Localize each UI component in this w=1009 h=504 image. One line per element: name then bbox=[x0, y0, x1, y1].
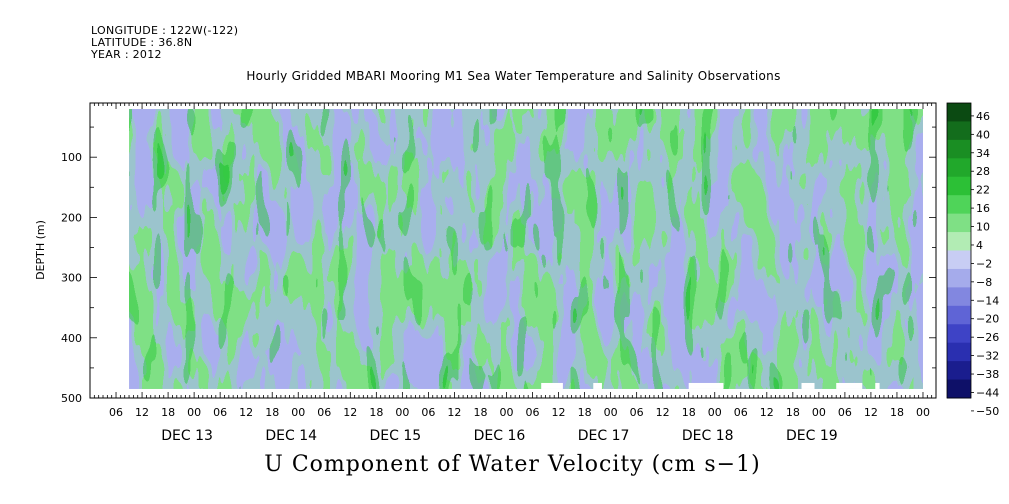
missing-data-gap bbox=[836, 382, 863, 389]
colorbar-swatch bbox=[947, 305, 971, 325]
x-tick-label: 12 bbox=[552, 406, 566, 419]
x-tick-label: 00 bbox=[499, 406, 513, 419]
colorbar-swatch bbox=[947, 158, 971, 178]
x-tick-label: 00 bbox=[604, 406, 618, 419]
colorbar: 46 40 34 28 22 16 10 4 −2 −8 −14 −20 −26 −32 −38 −44 −50 bbox=[946, 102, 999, 418]
x-tick-label: 18 bbox=[786, 406, 800, 419]
x-tick-label: 18 bbox=[473, 406, 487, 419]
x-tick-label: 12 bbox=[760, 406, 774, 419]
x-tick-label: 06 bbox=[421, 406, 435, 419]
x-tick-label: 00 bbox=[812, 406, 826, 419]
x-tick-label: 06 bbox=[213, 406, 227, 419]
x-tick-label: 06 bbox=[838, 406, 852, 419]
velocity-field bbox=[129, 109, 923, 389]
x-day-label: DEC 14 bbox=[265, 428, 317, 444]
colorbar-label: 34 bbox=[976, 147, 990, 160]
missing-data-gap bbox=[541, 382, 563, 389]
x-tick-label: 12 bbox=[239, 406, 253, 419]
x-tick-label: 12 bbox=[864, 406, 878, 419]
x-tick-label: 18 bbox=[369, 406, 383, 419]
colorbar-swatch bbox=[947, 195, 971, 215]
x-tick-label: 06 bbox=[630, 406, 644, 419]
colorbar-swatch bbox=[947, 342, 971, 362]
colorbar-label: 40 bbox=[976, 128, 990, 141]
x-tick-label: 18 bbox=[161, 406, 175, 419]
x-day-label: DEC 17 bbox=[578, 428, 630, 444]
x-tick-label: 18 bbox=[890, 406, 904, 419]
colorbar-swatch bbox=[947, 379, 971, 399]
colorbar-swatch bbox=[947, 121, 971, 141]
x-tick-label: 12 bbox=[447, 406, 461, 419]
x-tick-label: 12 bbox=[656, 406, 670, 419]
colorbar-swatch bbox=[947, 232, 971, 251]
x-tick-label: 18 bbox=[265, 406, 279, 419]
x-tick-label: 06 bbox=[526, 406, 540, 419]
x-tick-label: 06 bbox=[109, 406, 123, 419]
colorbar-swatch bbox=[947, 103, 971, 122]
colorbar-swatch bbox=[947, 213, 971, 233]
missing-data-gap bbox=[593, 382, 602, 389]
x-tick-label: 00 bbox=[708, 406, 722, 419]
colorbar-label: −32 bbox=[976, 350, 999, 363]
colorbar-label: −26 bbox=[976, 331, 999, 344]
x-tick-label: 18 bbox=[578, 406, 592, 419]
colorbar-swatch bbox=[947, 287, 971, 307]
colorbar-label: −44 bbox=[976, 386, 999, 399]
x-day-label: DEC 13 bbox=[161, 428, 213, 444]
x-tick-label: 18 bbox=[682, 406, 696, 419]
x-tick-label: 12 bbox=[135, 406, 149, 419]
colorbar-swatch bbox=[947, 250, 971, 270]
x-day-label: DEC 15 bbox=[370, 428, 422, 444]
colorbar-swatch bbox=[947, 268, 971, 288]
colorbar-swatch bbox=[947, 324, 971, 344]
x-tick-label: 06 bbox=[734, 406, 748, 419]
missing-data-gap bbox=[875, 382, 880, 389]
x-axis: 06 12 18 00 06 12 18 00 06 12 18 00 06 12 18 00 06 12 18 00… bbox=[89, 103, 937, 444]
colorbar-swatch bbox=[947, 361, 971, 381]
year-label: YEAR : 2012 bbox=[91, 48, 162, 61]
y-tick-label: 400 bbox=[61, 332, 82, 345]
x-tick-label: 00 bbox=[291, 406, 305, 419]
colorbar-frame bbox=[946, 102, 972, 399]
colorbar-swatch bbox=[947, 176, 971, 196]
missing-data-gap bbox=[801, 382, 815, 389]
y-tick-label: 200 bbox=[61, 211, 82, 224]
x-day-label: DEC 18 bbox=[682, 428, 734, 444]
y-axis-label: DEPTH (m) bbox=[34, 220, 47, 280]
colorbar-label: 22 bbox=[976, 184, 990, 197]
x-day-label: DEC 16 bbox=[474, 428, 526, 444]
x-day-label: DEC 19 bbox=[786, 428, 838, 444]
colorbar-swatch bbox=[947, 139, 971, 159]
chart-subtitle: U Component of Water Velocity (cm s−1) bbox=[264, 452, 761, 477]
velocity-field-strong-positive bbox=[129, 109, 923, 389]
x-tick-label: 00 bbox=[916, 406, 930, 419]
colorbar-label: 46 bbox=[976, 110, 990, 123]
colorbar-label: −20 bbox=[976, 313, 999, 326]
colorbar-label: −2 bbox=[976, 257, 992, 270]
y-axis: 100 200 300 400 500 bbox=[61, 126, 936, 405]
chart-title: Hourly Gridded MBARI Mooring M1 Sea Wate… bbox=[246, 69, 781, 83]
colorbar-label: 28 bbox=[976, 165, 990, 178]
y-tick-label: 500 bbox=[61, 392, 82, 405]
colorbar-label: −50 bbox=[976, 405, 999, 418]
x-tick-label: 06 bbox=[317, 406, 331, 419]
colorbar-label: 4 bbox=[976, 239, 983, 252]
colorbar-label: −38 bbox=[976, 368, 999, 381]
x-tick-label: 00 bbox=[187, 406, 201, 419]
colorbar-label: 10 bbox=[976, 221, 990, 234]
colorbar-label: −14 bbox=[976, 294, 999, 307]
y-tick-label: 100 bbox=[61, 151, 82, 164]
colorbar-label: −8 bbox=[976, 276, 992, 289]
colorbar-label: 16 bbox=[976, 202, 990, 215]
x-tick-label: 00 bbox=[395, 406, 409, 419]
plot-frame bbox=[89, 102, 937, 399]
y-tick-label: 300 bbox=[61, 272, 82, 285]
longitude-label: LONGITUDE : 122W(-122) bbox=[91, 24, 239, 37]
missing-data-gap bbox=[688, 382, 724, 389]
x-tick-label: 12 bbox=[343, 406, 357, 419]
latitude-label: LATITUDE : 36.8N bbox=[91, 36, 193, 49]
